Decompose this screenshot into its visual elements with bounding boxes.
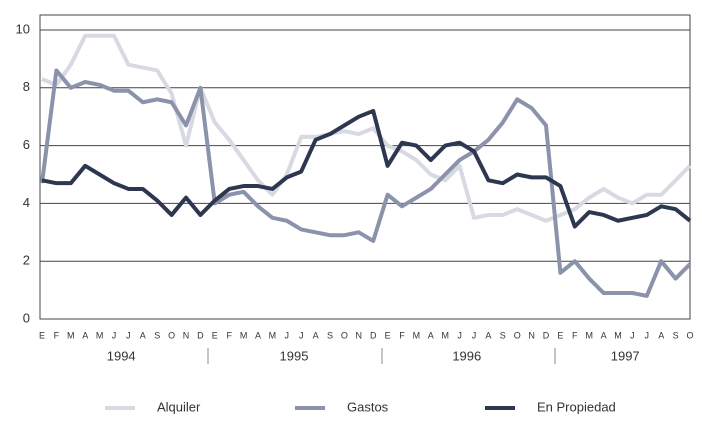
x-tick-label: J [472, 330, 477, 340]
year-label: 1995 [280, 348, 309, 363]
x-tick-label: E [385, 330, 391, 340]
x-tick-label: O [341, 330, 348, 340]
x-tick-label: S [327, 330, 333, 340]
x-tick-label: M [67, 330, 75, 340]
legend-label: Gastos [347, 399, 389, 414]
x-tick-label: F [572, 330, 578, 340]
y-tick-label: 6 [23, 137, 30, 152]
x-tick-label: A [255, 330, 261, 340]
x-tick-label: F [399, 330, 405, 340]
plot-frame [39, 14, 691, 320]
x-tick-label: S [673, 330, 679, 340]
y-tick-label: 8 [23, 79, 30, 94]
x-tick-label: A [313, 330, 319, 340]
x-tick-label: A [658, 330, 664, 340]
legend-label: En Propiedad [537, 399, 616, 414]
y-tick-label: 10 [16, 21, 30, 36]
x-tick-label: O [514, 330, 521, 340]
x-tick-label: A [140, 330, 146, 340]
y-tick-label: 2 [23, 253, 30, 268]
x-tick-label: N [183, 330, 190, 340]
x-tick-label: J [299, 330, 304, 340]
x-tick-label: A [82, 330, 88, 340]
x-tick-label: J [457, 330, 462, 340]
x-tick-label: E [212, 330, 218, 340]
x-tick-label: S [500, 330, 506, 340]
x-tick-label: J [126, 330, 131, 340]
x-tick-label: N [356, 330, 363, 340]
x-tick-label: M [240, 330, 248, 340]
year-label: 1996 [452, 348, 481, 363]
y-tick-label: 0 [23, 310, 30, 325]
series-line [40, 68, 692, 298]
legend-label: Alquiler [157, 399, 201, 414]
x-tick-label: J [630, 330, 635, 340]
x-tick-label: F [226, 330, 232, 340]
year-label: 1994 [107, 348, 136, 363]
x-tick-label: A [428, 330, 434, 340]
x-tick-label: F [54, 330, 60, 340]
series-line [41, 108, 692, 229]
x-tick-label: M [96, 330, 104, 340]
x-tick-label: A [485, 330, 491, 340]
x-tick-label: O [168, 330, 175, 340]
x-tick-label: O [686, 330, 693, 340]
x-tick-label: M [413, 330, 421, 340]
year-label: 1997 [611, 348, 640, 363]
x-tick-label: M [585, 330, 593, 340]
x-tick-label: N [528, 330, 535, 340]
x-tick-label: E [39, 330, 45, 340]
x-tick-label: D [197, 330, 204, 340]
x-tick-label: E [557, 330, 563, 340]
x-tick-label: S [154, 330, 160, 340]
x-tick-label: M [269, 330, 277, 340]
x-tick-label: D [543, 330, 550, 340]
x-tick-label: J [285, 330, 290, 340]
series-line [41, 33, 692, 223]
x-tick-label: M [441, 330, 449, 340]
x-tick-label: D [370, 330, 377, 340]
x-tick-label: J [645, 330, 650, 340]
x-tick-label: A [601, 330, 607, 340]
y-tick-label: 4 [23, 195, 30, 210]
x-tick-label: M [614, 330, 622, 340]
x-tick-label: J [112, 330, 117, 340]
